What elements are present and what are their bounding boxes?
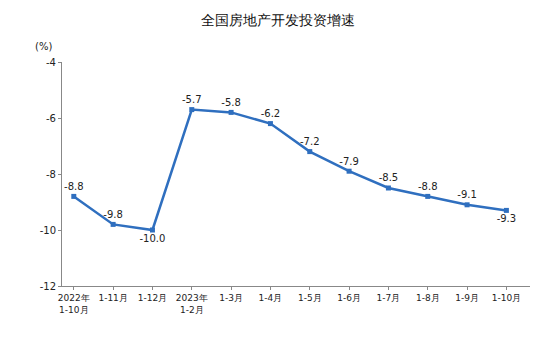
- svg-text:-9.1: -9.1: [457, 189, 477, 200]
- svg-text:-8: -8: [46, 169, 56, 180]
- svg-text:1-7月: 1-7月: [377, 293, 401, 303]
- svg-text:-5.8: -5.8: [221, 97, 241, 108]
- svg-text:-4: -4: [46, 57, 56, 68]
- svg-text:-6.2: -6.2: [261, 108, 281, 119]
- svg-text:-9.8: -9.8: [103, 209, 123, 220]
- svg-text:2023年1-2月: 2023年1-2月: [176, 293, 208, 315]
- svg-text:1-10月: 1-10月: [492, 293, 521, 303]
- svg-text:-10.0: -10.0: [140, 233, 166, 244]
- svg-text:-8.5: -8.5: [379, 172, 399, 183]
- svg-text:1-6月: 1-6月: [337, 293, 361, 303]
- svg-text:-6: -6: [46, 113, 56, 124]
- svg-text:-7.9: -7.9: [339, 156, 359, 167]
- svg-text:1-8月: 1-8月: [416, 293, 440, 303]
- svg-text:1-9月: 1-9月: [455, 293, 479, 303]
- svg-text:-9.3: -9.3: [497, 213, 517, 224]
- svg-text:1-3月: 1-3月: [219, 293, 243, 303]
- svg-text:-5.7: -5.7: [182, 94, 202, 105]
- svg-text:(%): (%): [35, 41, 52, 52]
- svg-text:-10: -10: [40, 225, 56, 236]
- svg-text:1-5月: 1-5月: [298, 293, 322, 303]
- svg-text:1-4月: 1-4月: [259, 293, 283, 303]
- svg-text:全国房地产开发投资增速: 全国房地产开发投资增速: [201, 12, 355, 28]
- svg-text:-8.8: -8.8: [418, 181, 438, 192]
- svg-text:1-12月: 1-12月: [138, 293, 167, 303]
- svg-text:-7.2: -7.2: [300, 136, 320, 147]
- svg-text:2022年1-10月: 2022年1-10月: [58, 293, 90, 315]
- svg-text:-8.8: -8.8: [64, 181, 84, 192]
- svg-text:-12: -12: [40, 281, 56, 292]
- svg-text:1-11月: 1-11月: [98, 293, 127, 303]
